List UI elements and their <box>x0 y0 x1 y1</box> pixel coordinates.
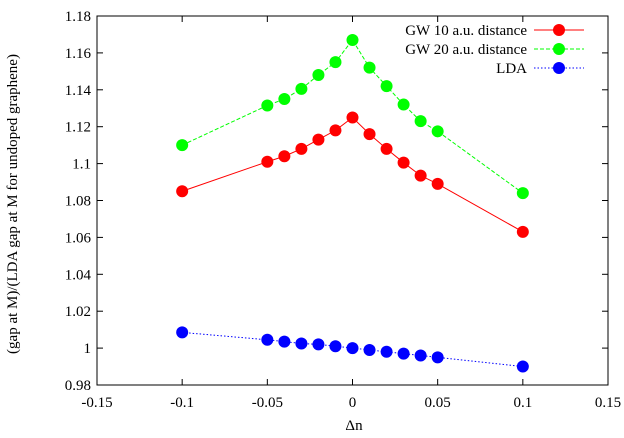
series-3 <box>176 326 529 373</box>
legend-marker <box>553 24 565 36</box>
data-point <box>414 115 427 128</box>
data-point <box>295 82 308 95</box>
y-tick-label: 1.12 <box>65 120 91 136</box>
legend-label: GW 10 a.u. distance <box>405 23 527 39</box>
y-tick-label: 1.14 <box>65 83 92 99</box>
y-tick-label: 1.1 <box>72 157 91 173</box>
data-point <box>363 343 376 356</box>
y-tick-label: 1.06 <box>65 230 92 246</box>
data-point <box>380 80 393 93</box>
x-axis: -0.15 -0.1 -0.05 0 0.05 0.1 0.15 <box>81 16 621 411</box>
data-point <box>329 124 342 137</box>
legend: GW 10 a.u. distance GW 20 a.u. distance LD… <box>405 23 584 77</box>
data-point <box>380 345 393 358</box>
data-point <box>397 347 410 360</box>
legend-item: GW 10 a.u. distance <box>405 23 584 39</box>
data-point <box>516 360 529 373</box>
y-tick-label: 0.98 <box>65 378 91 394</box>
x-tick-label: 0.05 <box>425 395 451 411</box>
y-tick-label: 1.18 <box>65 9 91 25</box>
y-tick-label: 1.04 <box>65 267 92 283</box>
data-point <box>278 93 291 106</box>
y-tick-label: 1.02 <box>65 304 91 320</box>
data-point <box>414 349 427 362</box>
series-1 <box>176 111 529 238</box>
data-point <box>397 98 410 111</box>
data-point <box>516 187 529 200</box>
data-point <box>312 133 325 146</box>
legend-marker <box>553 43 565 55</box>
legend-item: LDA <box>496 61 584 77</box>
data-point <box>431 351 444 364</box>
data-point <box>312 338 325 351</box>
data-point <box>397 156 410 169</box>
data-point <box>295 337 308 350</box>
plot-border <box>96 15 609 386</box>
series-line <box>182 116 524 233</box>
data-point <box>363 61 376 74</box>
legend-marker <box>553 62 565 74</box>
data-point <box>346 342 359 355</box>
data-point <box>363 128 376 141</box>
data-point <box>261 155 274 168</box>
x-tick-label: 0.1 <box>513 395 532 411</box>
data-point <box>346 33 359 46</box>
series-layer <box>176 33 529 373</box>
x-tick-label: -0.1 <box>170 395 194 411</box>
data-point <box>261 99 274 112</box>
data-point <box>176 185 189 198</box>
data-point <box>278 150 291 163</box>
legend-label: LDA <box>496 61 527 77</box>
data-point <box>346 111 359 124</box>
plot-frame <box>96 15 609 386</box>
legend-label: GW 20 a.u. distance <box>405 42 527 58</box>
data-point <box>295 142 308 155</box>
data-point <box>516 225 529 238</box>
series-2 <box>176 33 529 200</box>
y-tick-label: 1.08 <box>65 194 91 210</box>
data-point <box>431 177 444 190</box>
y-axis: 0.98 1 1.02 1.04 1.06 1.08 1.1 1.12 1.14 1.16 1.18 <box>65 9 608 394</box>
data-point <box>431 125 444 138</box>
x-tick-label: -0.15 <box>81 395 112 411</box>
data-point <box>176 139 189 152</box>
data-point <box>312 69 325 82</box>
x-tick-label: 0 <box>349 395 357 411</box>
x-axis-label: Δn <box>345 418 363 434</box>
y-tick-label: 1 <box>84 341 92 357</box>
data-point <box>329 56 342 69</box>
data-point <box>329 340 342 353</box>
y-tick-label: 1.16 <box>65 46 92 62</box>
data-point <box>278 335 291 348</box>
data-point <box>414 169 427 182</box>
data-point <box>261 333 274 346</box>
legend-item: GW 20 a.u. distance <box>405 42 584 58</box>
data-point <box>380 142 393 155</box>
data-point <box>176 326 189 339</box>
y-axis-label: (gap at M)/(LDA gap at M for undoped gra… <box>5 54 21 354</box>
x-tick-label: -0.05 <box>252 395 283 411</box>
x-tick-label: 0.15 <box>595 395 621 411</box>
